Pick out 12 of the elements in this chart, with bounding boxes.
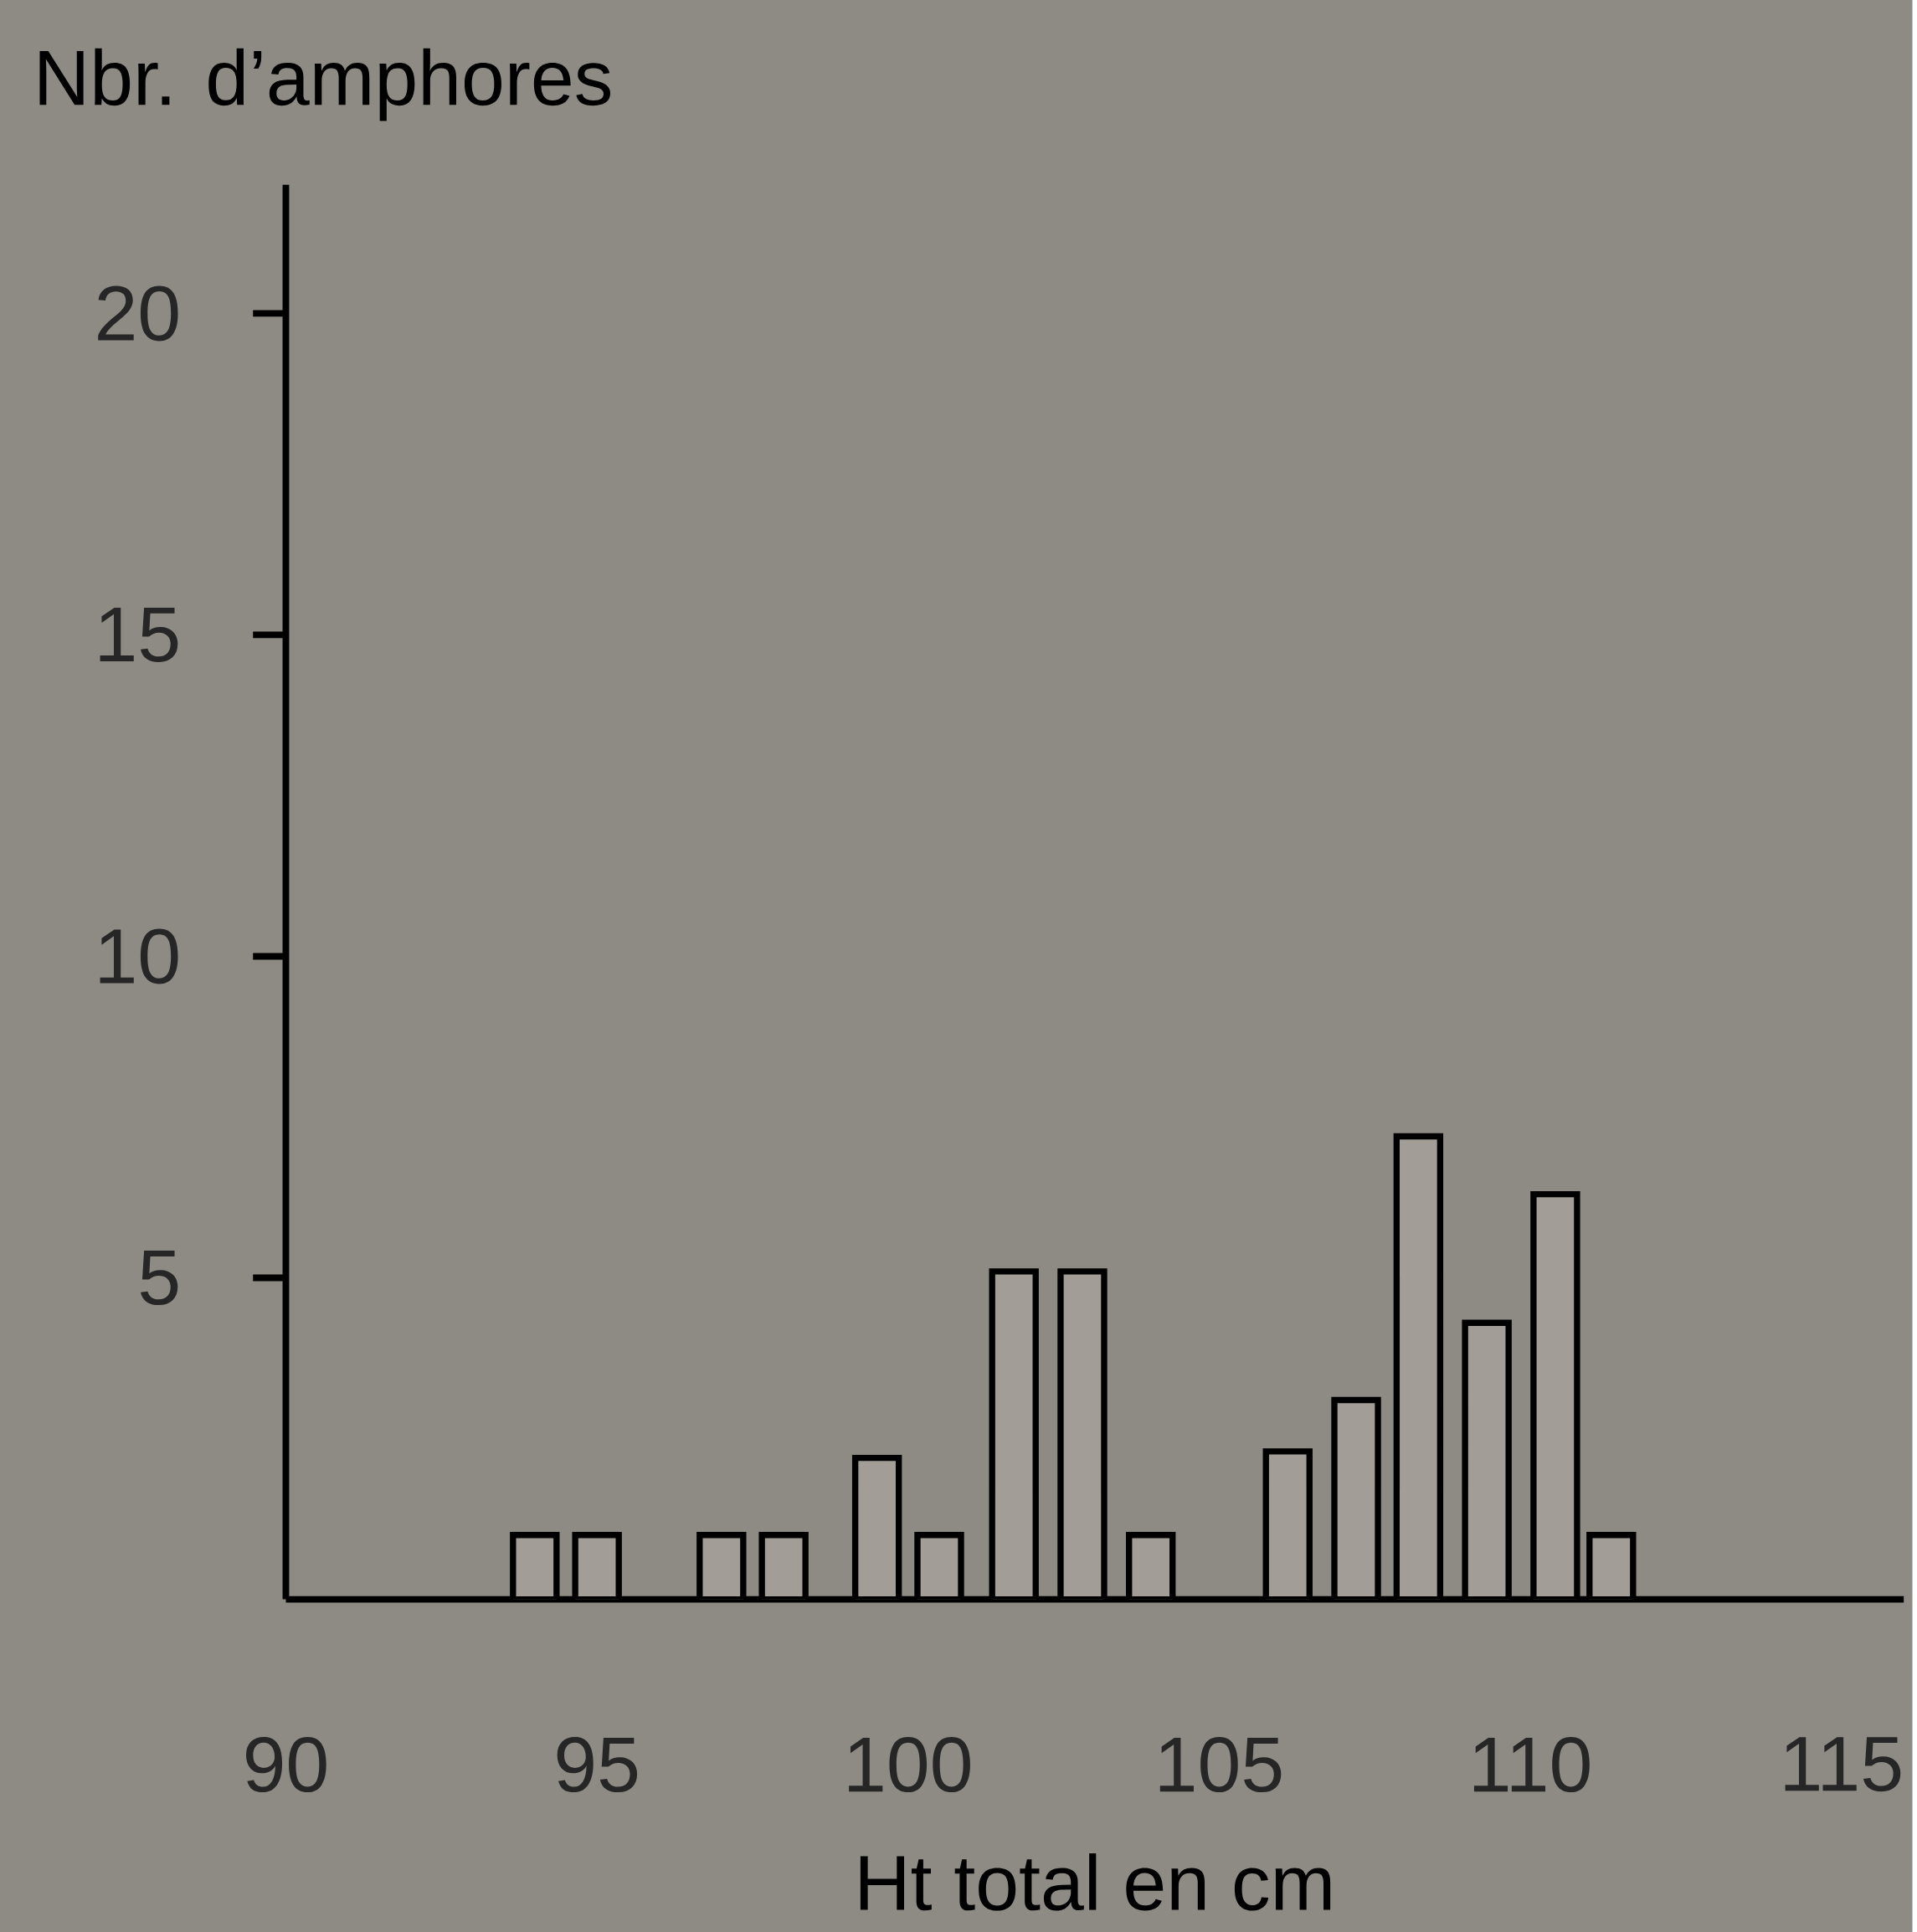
x-tick-label: 115 bbox=[1785, 1737, 1901, 1792]
y-tick-label: 5 bbox=[140, 1251, 178, 1306]
x-axis-title: Ht total en cm bbox=[860, 1853, 1330, 1911]
x-tick-label: 105 bbox=[1159, 1737, 1282, 1793]
y-tick-label: 20 bbox=[97, 285, 178, 342]
y-tick-label: 15 bbox=[100, 607, 178, 662]
x-tick-label: 110 bbox=[1473, 1737, 1590, 1793]
y-axis-title: Nbr. d’amphores bbox=[39, 48, 610, 121]
x-tick-label: 90 bbox=[245, 1737, 326, 1793]
y-tick-label: 10 bbox=[100, 928, 178, 984]
x-tick-label: 95 bbox=[557, 1737, 637, 1793]
x-tick-label: 100 bbox=[848, 1737, 970, 1793]
